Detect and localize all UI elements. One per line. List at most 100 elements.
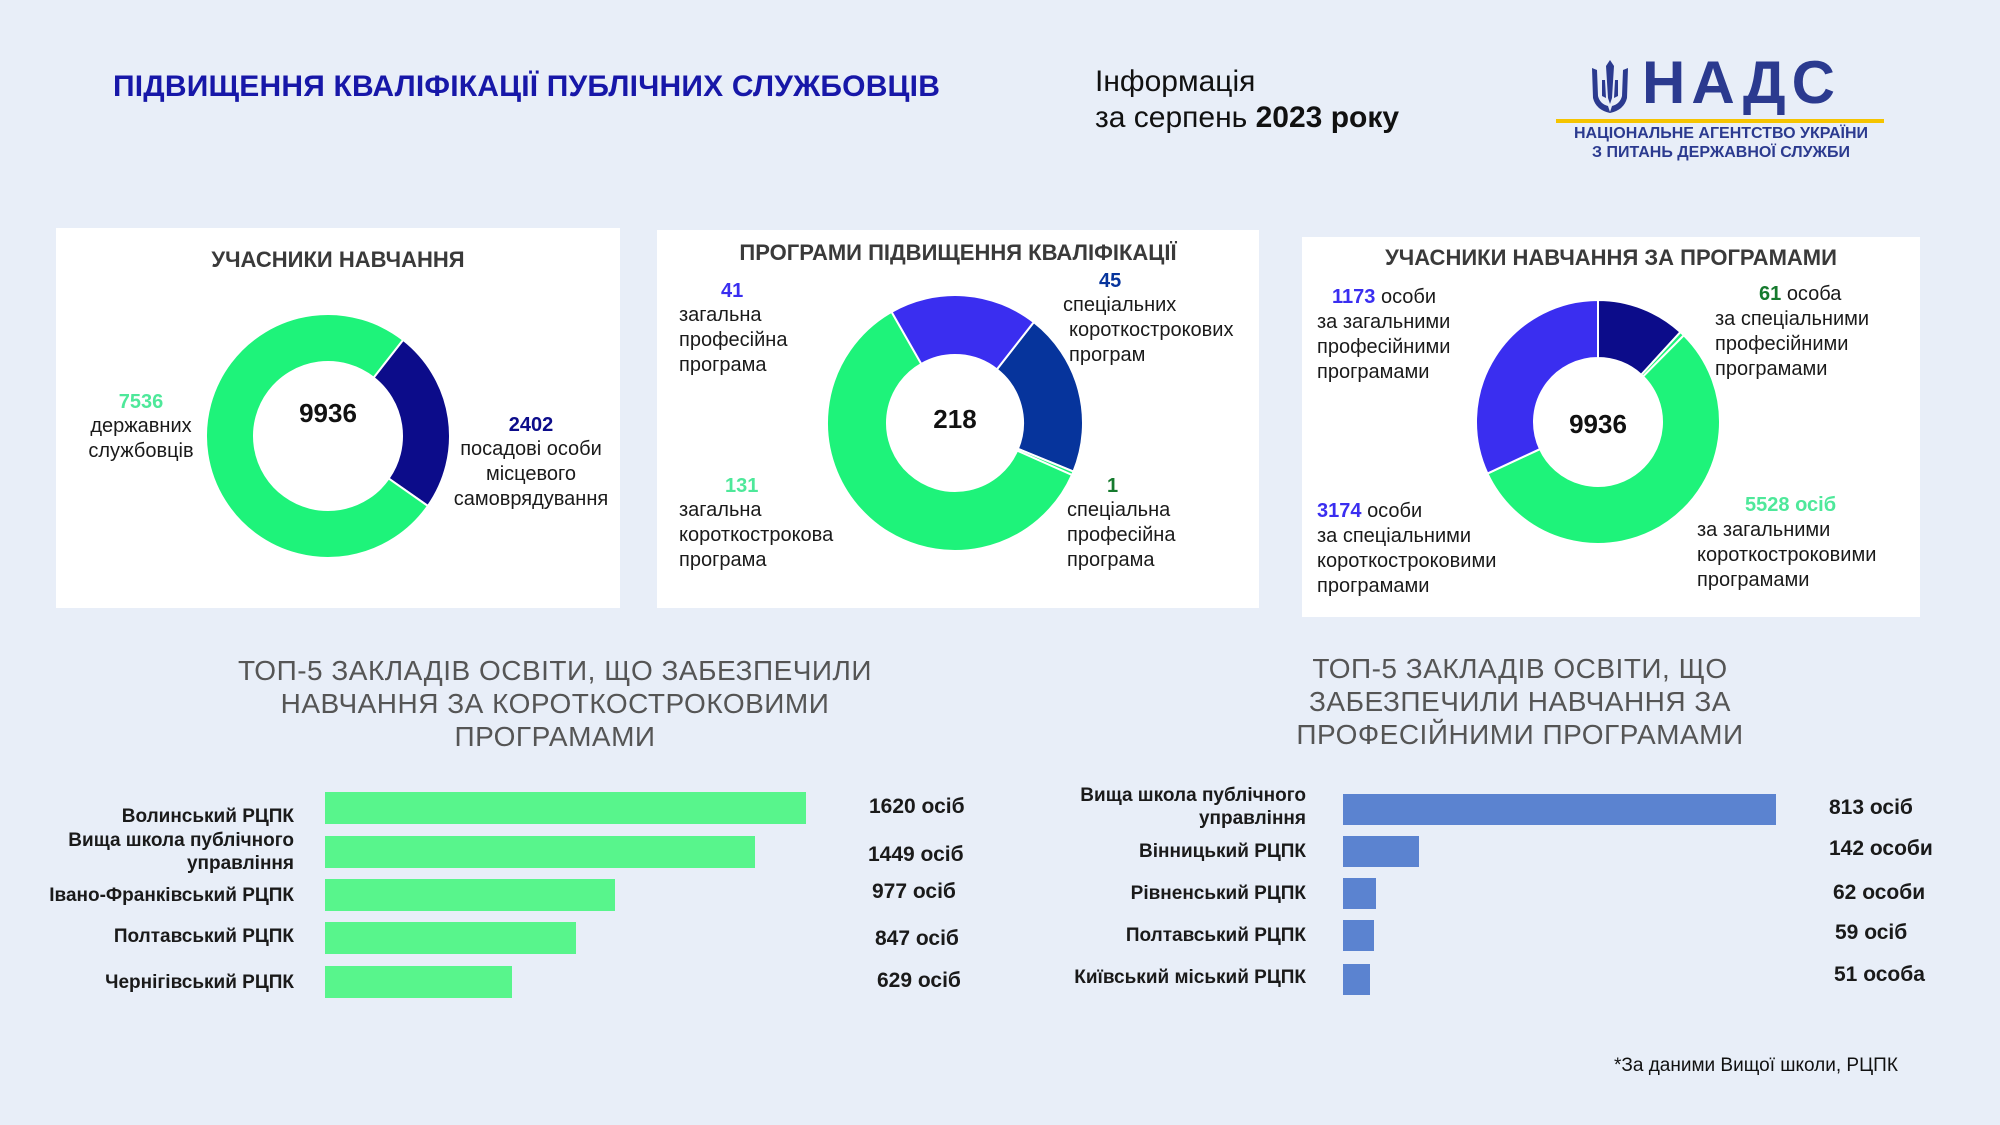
slice-label-line: програм	[1069, 344, 1146, 366]
logo-subtitle-line-2: З ПИТАНЬ ДЕРЖАВНОЇ СЛУЖБИ	[1591, 144, 1851, 161]
donut-slice	[995, 320, 1084, 473]
slice-value: 1	[1107, 475, 1119, 497]
slice-value: 131	[725, 475, 759, 497]
panel-title: УЧАСНИКИ НАВЧАННЯ ЗА ПРОГРАМАМИ	[1385, 245, 1837, 270]
trident-icon	[1592, 60, 1628, 113]
slice-label-local-officials: 2402 посадові особи місцевого самоврядув…	[441, 414, 621, 512]
panel-title: УЧАСНИКИ НАВЧАННЯ	[211, 247, 465, 272]
slice-label-line: короткострокових	[1069, 319, 1234, 341]
slice-value: 41	[721, 280, 744, 302]
bar	[1343, 794, 1776, 825]
bar-category-line: управління	[1198, 807, 1306, 829]
short-programs-title: ТОП-5 ЗАКЛАДІВ ОСВІТИ, ЩО ЗАБЕЗПЕЧИЛИ НА…	[190, 654, 920, 753]
bar-category-label: Київський міський РЦПК	[1016, 966, 1306, 989]
slice-label-line: програмами	[1317, 361, 1430, 383]
slice-label-line: за загальними	[1317, 311, 1451, 333]
bar-value-label: 1449 осіб	[868, 843, 964, 866]
professional-programs-title: ТОП-5 ЗАКЛАДІВ ОСВІТИ, ЩО ЗАБЕЗПЕЧИЛИ НА…	[1180, 652, 1860, 751]
slice-value: 7536	[118, 391, 164, 413]
bar-category-label: Вища школа публічного управління	[4, 829, 294, 875]
info-year: 2023 року	[1255, 101, 1400, 134]
donut-total: 9936	[299, 398, 357, 428]
slice-label-general-short: 131 загальна короткострокова програма	[679, 475, 869, 573]
bar-value-label: 629 осіб	[877, 969, 961, 992]
donut-slice	[205, 313, 430, 559]
panel-programs: ПРОГРАМИ ПІДВИЩЕННЯ КВАЛІФІКАЦІЇ 218 41 …	[657, 230, 1259, 608]
slice-unit: особи	[1367, 500, 1423, 522]
bar-value-label: 1620 осіб	[869, 795, 965, 818]
donut-total: 218	[933, 404, 977, 434]
bar-category-line: Вінницький РЦПК	[1139, 841, 1306, 862]
slice-label-special-prof-participants: 61 особа за спеціальними професійними пр…	[1715, 282, 1915, 382]
slice-label-line: за загальними	[1697, 519, 1831, 541]
bar	[325, 879, 616, 911]
slice-unit: осіб	[1795, 494, 1837, 516]
donut-slice	[1486, 333, 1721, 545]
panel-title: ПРОГРАМИ ПІДВИЩЕННЯ КВАЛІФІКАЦІЇ	[739, 240, 1177, 265]
donut-participants-by-program	[1475, 298, 1721, 545]
bar-category-line: Київський міський РЦПК	[1074, 967, 1306, 988]
bar-value-label: 977 осіб	[872, 880, 956, 903]
slice-label-line: за спеціальними	[1715, 308, 1870, 330]
bar-value-label: 813 осіб	[1829, 795, 1913, 819]
slice-label-line: загальна	[679, 304, 762, 326]
title-line: ПРОФЕСІЙНИМИ ПРОГРАМАМИ	[1296, 719, 1744, 750]
slice-value-line: 3174 особи	[1317, 499, 1547, 524]
slice-label-line: професійна	[679, 329, 788, 351]
bar	[1343, 836, 1419, 867]
logo-subtitle-line-1: НАЦІОНАЛЬНЕ АГЕНТСТВО УКРАЇНИ	[1574, 125, 1868, 142]
donut-slice	[1475, 298, 1599, 475]
slice-label-civil-servants: 7536 державних службовців	[81, 391, 201, 464]
bar-category-line: Вища школа публічного	[1080, 784, 1306, 806]
donut-total: 9936	[1569, 409, 1627, 439]
bar-value-label: 62 особи	[1833, 880, 1926, 904]
slice-value-line: 1173 особи	[1317, 285, 1517, 310]
title-line: ТОП-5 ЗАКЛАДІВ ОСВІТИ, ЩО ЗАБЕЗПЕЧИЛИ	[237, 655, 873, 686]
panel-participants: УЧАСНИКИ НАВЧАННЯ 9936 7536 державних сл…	[56, 228, 620, 608]
bar	[325, 922, 577, 954]
slice-label-line: державних	[90, 415, 192, 437]
nads-logo: НАДС НАЦІОНАЛЬНЕ АГЕНТСТВО УКРАЇНИ З ПИТ…	[1552, 49, 1892, 162]
slice-value: 45	[1099, 270, 1122, 292]
slice-value: 2402	[508, 414, 554, 436]
slice-label-line: програма	[679, 549, 767, 571]
slice-label-line: посадові особи	[460, 438, 602, 460]
bar-category-label: Вища школа публічного управління	[1016, 784, 1306, 830]
bar-category-line: Івано-Франківський РЦПК	[49, 884, 294, 906]
bar-category-label: Вінницький РЦПК	[1016, 840, 1306, 863]
bar-value-label: 847 осіб	[875, 927, 959, 950]
donut-slice	[890, 294, 1036, 371]
slice-value-line: 61 особа	[1715, 282, 1915, 307]
slice-value: 5528	[1745, 494, 1790, 516]
slice-label-line: програма	[679, 354, 767, 376]
bar-value-label: 59 осіб	[1835, 920, 1908, 944]
donut-participants	[205, 313, 451, 559]
bar-chart-short-programs	[325, 792, 806, 998]
info-line-1: Інформація	[1095, 65, 1256, 98]
bar-category-label: Волинський РЦПК	[4, 805, 294, 828]
info-month: за серпень	[1095, 101, 1248, 134]
bar	[1343, 964, 1371, 995]
slice-label-line: програмами	[1697, 569, 1810, 591]
bar-category-line: управління	[186, 853, 294, 874]
logo-word: НАДС	[1642, 49, 1841, 116]
slice-label-line: місцевого	[485, 463, 577, 485]
bar-category-line: Полтавський РЦПК	[1125, 925, 1306, 946]
logo-divider	[1556, 119, 1884, 123]
slice-label-line: професійними	[1715, 333, 1849, 355]
bar	[325, 966, 512, 998]
title-line: ТОП-5 ЗАКЛАДІВ ОСВІТИ, ЩО	[1312, 653, 1728, 684]
donut-programs	[826, 294, 1084, 552]
bar-category-label: Івано-Франківський РЦПК	[4, 884, 294, 907]
bar	[325, 836, 756, 868]
title-line: НАВЧАННЯ ЗА КОРОТКОСТРОКОВИМИ	[280, 688, 830, 719]
slice-label-line: короткострокова	[679, 524, 834, 546]
info-line-2: за серпень 2023 року	[1095, 100, 1399, 136]
panel-participants-by-program: УЧАСНИКИ НАВЧАННЯ ЗА ПРОГРАМАМИ 9936 117…	[1302, 237, 1920, 617]
slice-label-line: спеціальних	[1063, 294, 1177, 316]
slice-label-general-prof: 41 загальна професійна програма	[679, 280, 839, 378]
bar-category-label: Полтавський РЦПК	[1016, 924, 1306, 947]
slice-label-line: програмами	[1317, 575, 1430, 597]
slice-label-line: програмами	[1715, 358, 1828, 380]
